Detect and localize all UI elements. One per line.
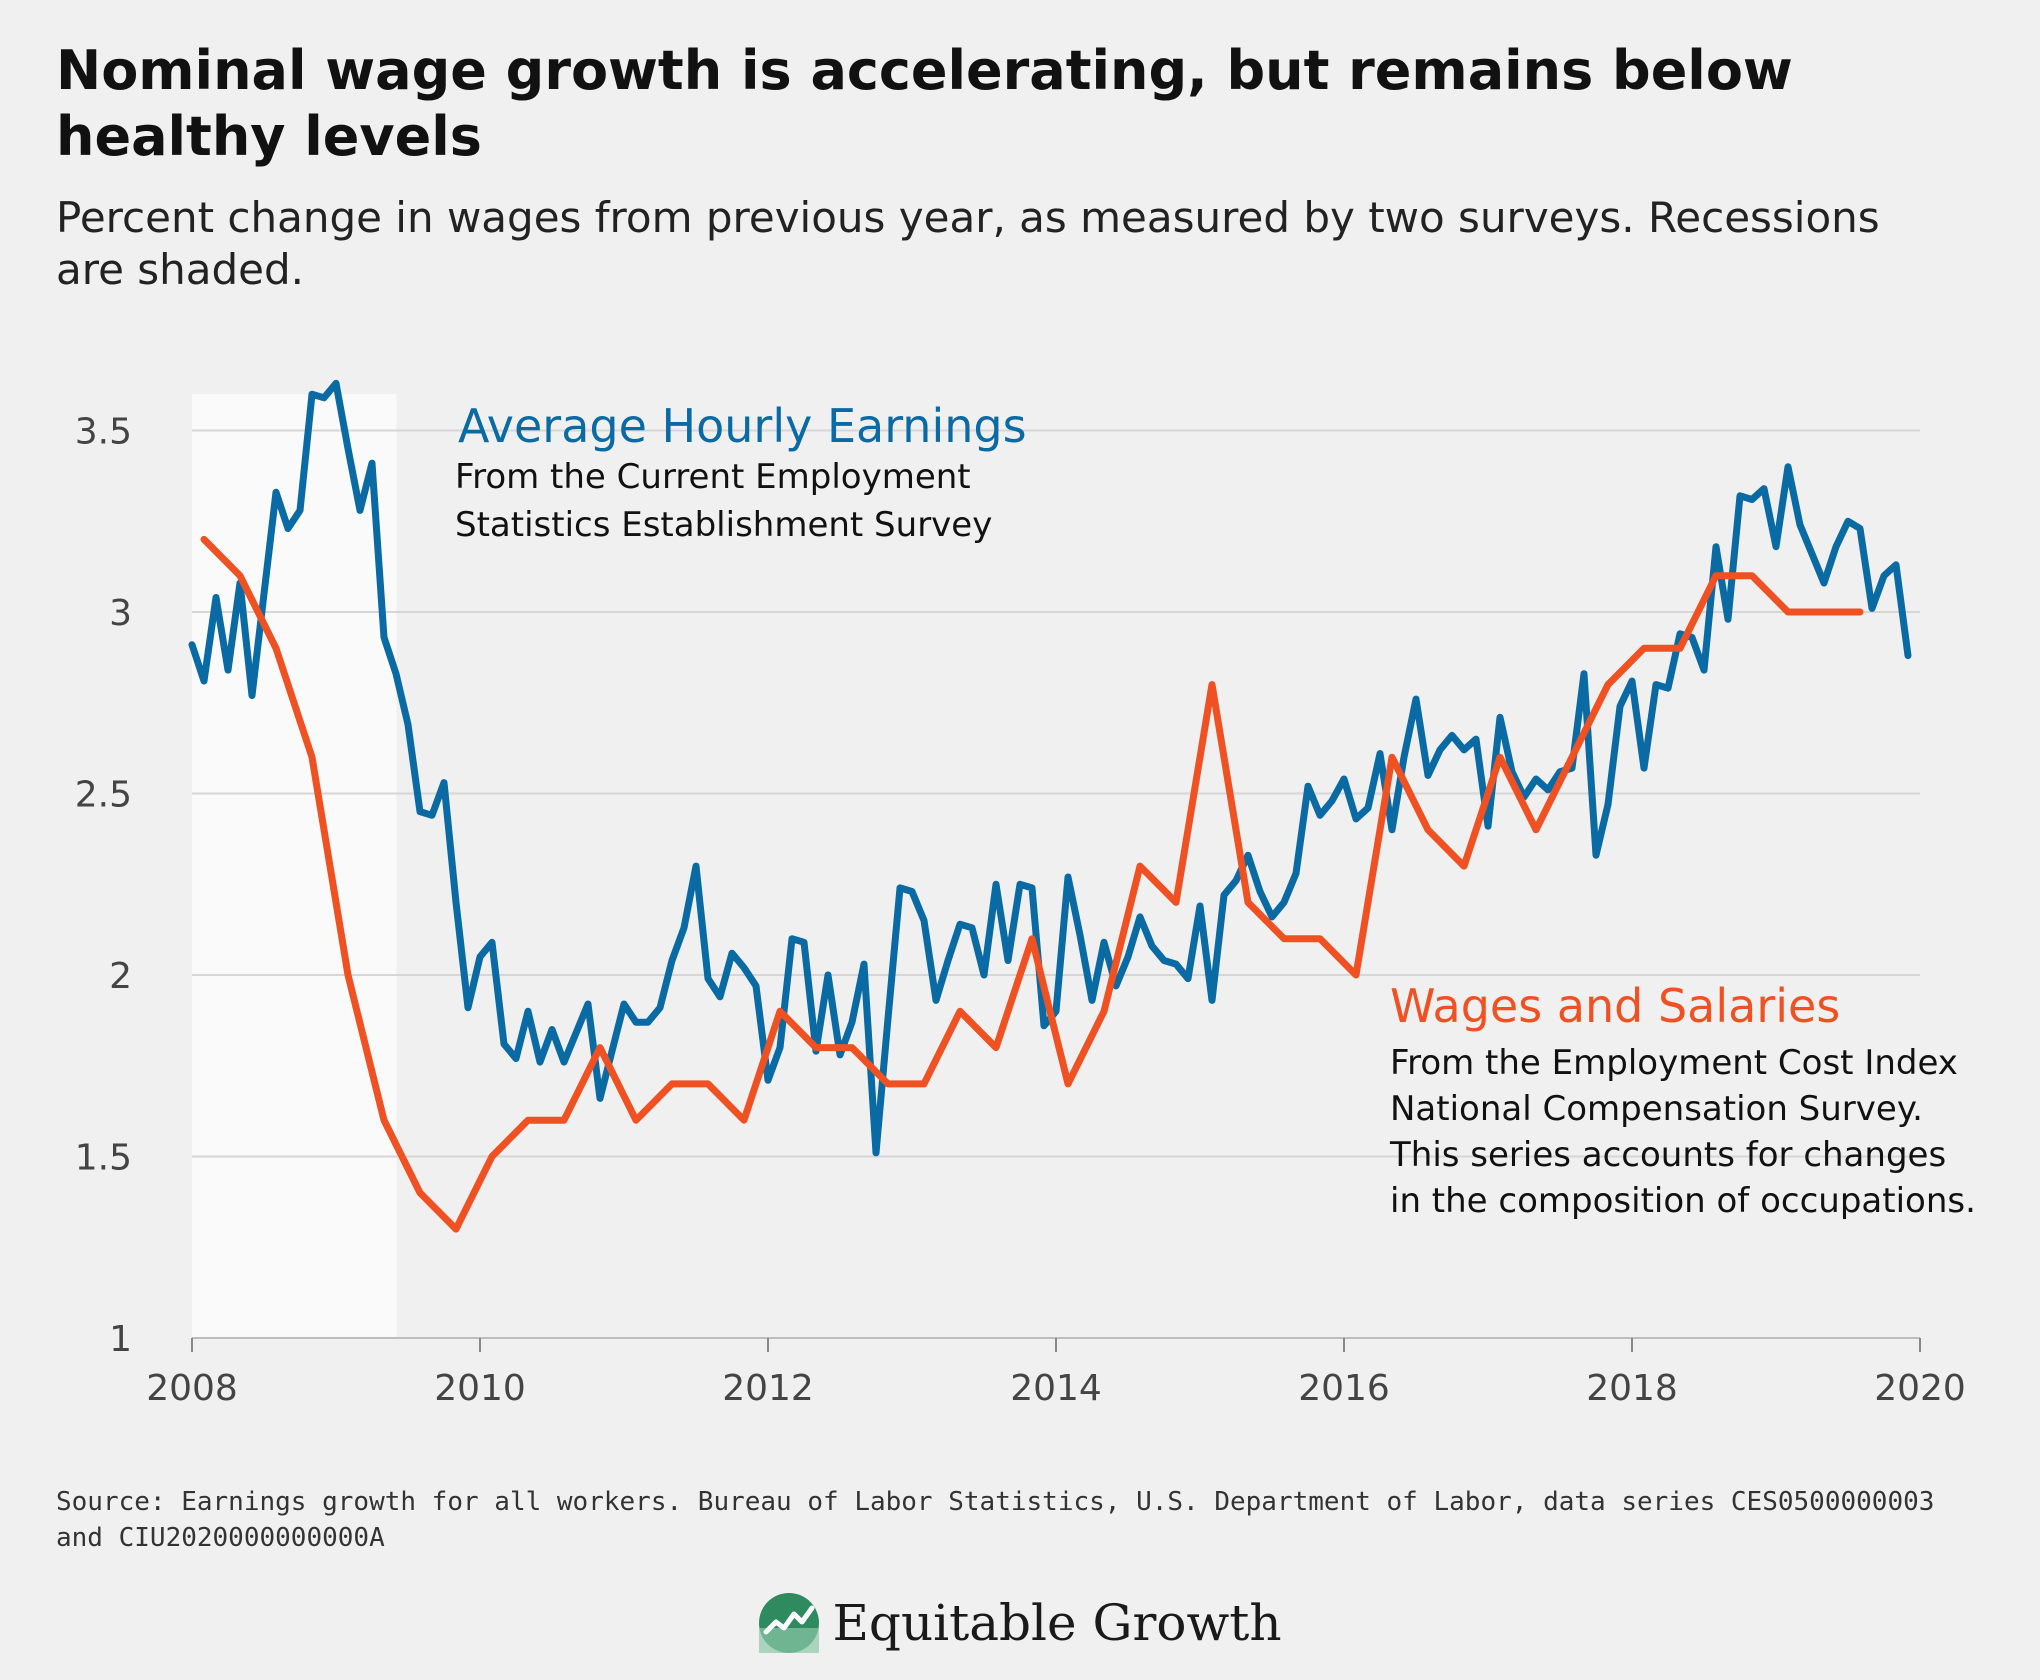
growth-line-circle-icon [759, 1593, 820, 1653]
x-tick-label: 2018 [1586, 1368, 1678, 1409]
ahe-annotation-line: From the Current Employment [455, 457, 971, 497]
brand-name: Equitable Growth [832, 1594, 1282, 1652]
source-note: Source: Earnings growth for all workers.… [56, 1487, 1935, 1553]
ahe-annotation-title: Average Hourly Earnings [458, 399, 1027, 453]
ahe-series-line [188, 379, 1912, 1157]
wages-annotation-line: National Compensation Survey. [1390, 1089, 1923, 1129]
y-tick-label: 2 [109, 956, 132, 997]
wages-annotation-line: in the composition of occupations. [1390, 1181, 1976, 1221]
x-tick-label: 2010 [434, 1368, 526, 1409]
y-tick-label: 1 [109, 1319, 132, 1360]
x-tick-label: 2016 [1298, 1368, 1390, 1409]
wages-annotation-line: From the Employment Cost Index [1390, 1043, 1958, 1083]
y-tick-label: 2.5 [75, 775, 132, 816]
line-chart: 1 1.5 2 2.5 3 3.5 2008 2010 2012 2014 2016 2018 2020… [75, 379, 1976, 1410]
ahe-annotation-line: Statistics Establishment Survey [455, 505, 992, 545]
wages-annotation-line: This series accounts for changes [1389, 1135, 1946, 1175]
series-lines [188, 379, 1912, 1233]
x-tick-label: 2012 [722, 1368, 814, 1409]
wages-series-line [200, 535, 1864, 1233]
chart-subtitle: Percent change in wages from previous ye… [56, 193, 1880, 294]
axes: 1 1.5 2 2.5 3 3.5 2008 2010 2012 2014 2016 2018 2020 [75, 412, 1966, 1410]
x-tick-label: 2014 [1010, 1368, 1102, 1409]
x-tick-label: 2008 [146, 1368, 238, 1409]
wages-annotation-title: Wages and Salaries [1390, 979, 1840, 1033]
chart-title: Nominal wage growth is accelerating, but… [56, 39, 1793, 168]
x-tick-label: 2020 [1874, 1368, 1966, 1409]
recession-shading [192, 394, 397, 1338]
y-tick-label: 1.5 [75, 1138, 132, 1179]
brand-footer: Equitable Growth [0, 1592, 2040, 1654]
y-tick-label: 3.5 [75, 412, 132, 453]
y-tick-label: 3 [109, 593, 132, 634]
